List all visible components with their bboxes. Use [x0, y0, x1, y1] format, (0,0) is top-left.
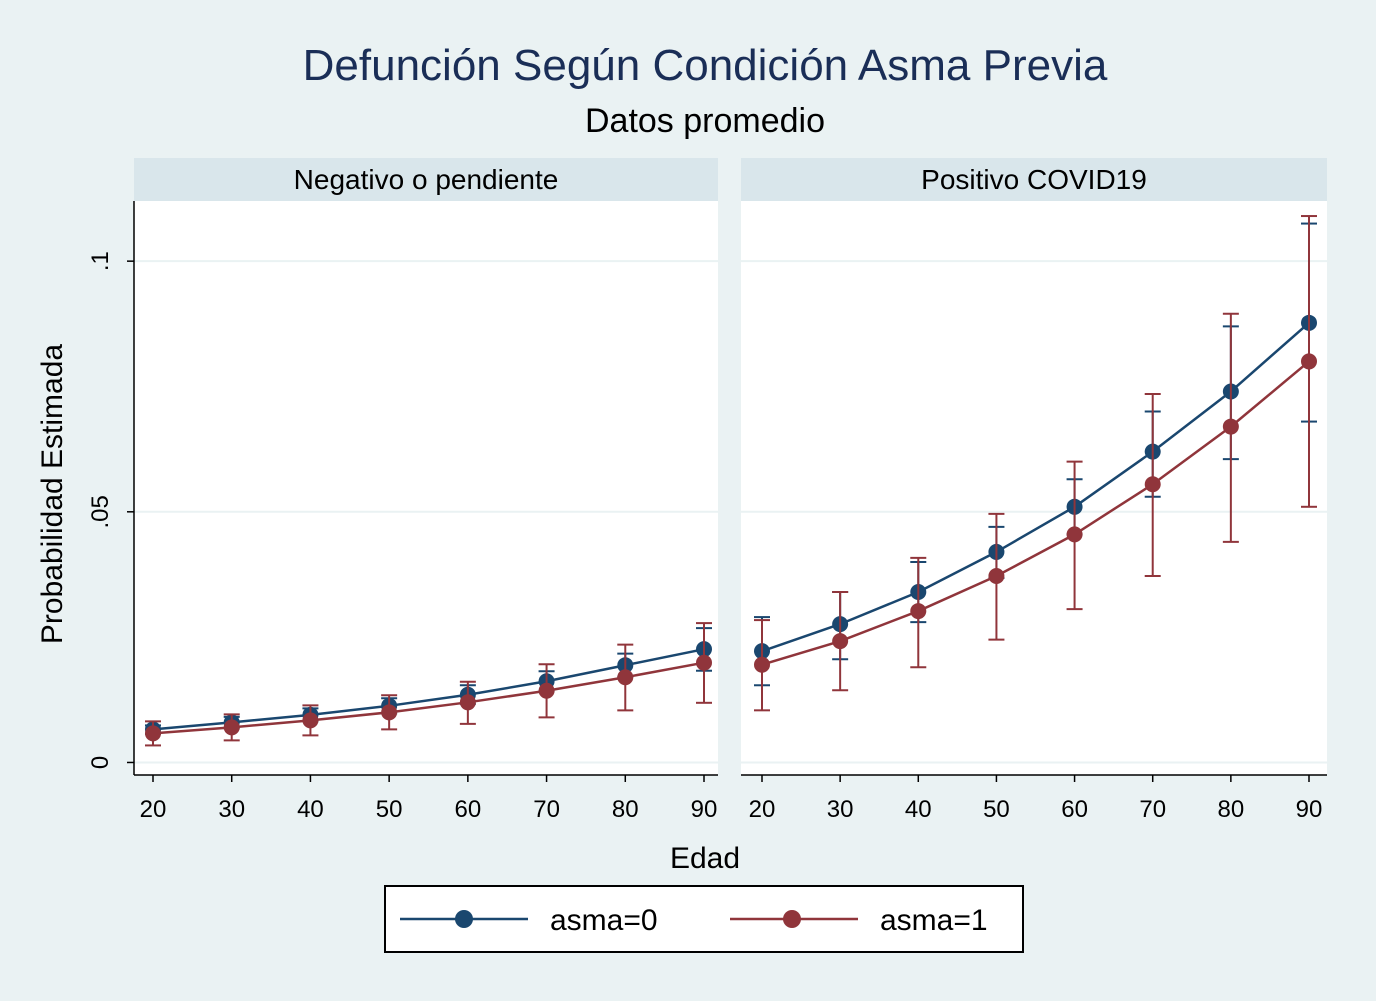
data-point [754, 656, 770, 673]
x-tick-label: 50 [376, 796, 403, 823]
axes: 0 .05 .1 20 30 40 50 60 70 80 90 20 30 40 50 60 70 80 90 [87, 201, 1327, 823]
legend-label-asma1: asma=1 [880, 904, 988, 937]
legend-label-asma0: asma=0 [550, 904, 658, 937]
data-point [1144, 476, 1161, 493]
x-tick-label: 80 [612, 796, 639, 823]
data-point [381, 704, 398, 721]
data-point [302, 712, 319, 729]
data-point [1066, 526, 1083, 543]
data-point [223, 719, 240, 736]
panel-strip-negativo [134, 158, 718, 201]
data-marks [145, 215, 1317, 747]
x-tick-label: 30 [827, 796, 854, 823]
x-tick-label: 60 [1061, 796, 1088, 823]
legend-marker-asma1 [783, 910, 801, 928]
x-tick-label: 70 [533, 796, 560, 823]
x-tick-label: 40 [905, 796, 932, 823]
x-tick-label: 40 [297, 796, 324, 823]
series-line [761, 321, 1310, 653]
series-asma=1 [145, 622, 712, 747]
y-tick-label: 0 [87, 756, 114, 769]
data-point [988, 567, 1005, 584]
data-point [538, 682, 555, 699]
data-point [696, 654, 712, 671]
x-tick-label: 60 [455, 796, 482, 823]
x-tick-label: 30 [218, 796, 245, 823]
x-tick-label: 50 [983, 796, 1010, 823]
legend: asma=0 asma=1 [384, 885, 1024, 953]
panel-positivo: Positivo COVID19 [741, 158, 1327, 775]
grid-lines [134, 260, 1327, 764]
x-axis-title: Edad [670, 842, 740, 875]
series-line [152, 661, 705, 735]
x-tick-label: 70 [1139, 796, 1166, 823]
x-tick-label: 80 [1218, 796, 1245, 823]
data-point [1222, 418, 1239, 435]
series-asma=1 [754, 215, 1317, 712]
series-line [761, 360, 1310, 666]
plot-area-positivo [741, 201, 1327, 775]
data-point [617, 669, 634, 686]
panel-strip-label: Negativo o pendiente [294, 164, 559, 195]
data-point [145, 725, 161, 742]
data-point [910, 603, 927, 620]
series-line [152, 647, 705, 731]
plot-area-negativo [134, 201, 718, 775]
data-point [832, 633, 849, 650]
x-tick-label: 20 [140, 796, 167, 823]
x-tick-label: 20 [749, 796, 776, 823]
x-tick-label: 90 [691, 796, 718, 823]
y-axis-title: Probabilidad Estimada [36, 344, 69, 644]
chart-title: Defunción Según Condición Asma Previa [303, 41, 1108, 90]
y-tick-label: .05 [87, 495, 114, 528]
x-tick-label: 90 [1296, 796, 1323, 823]
y-tick-label: .1 [87, 251, 114, 271]
panel-strip-positivo [741, 158, 1327, 201]
data-point [1301, 353, 1317, 370]
panel-strip-label: Positivo COVID19 [921, 164, 1147, 195]
data-point [459, 694, 476, 711]
chart-subtitle: Datos promedio [585, 102, 825, 140]
legend-marker-asma0 [455, 910, 473, 928]
legend-box [384, 885, 1024, 953]
